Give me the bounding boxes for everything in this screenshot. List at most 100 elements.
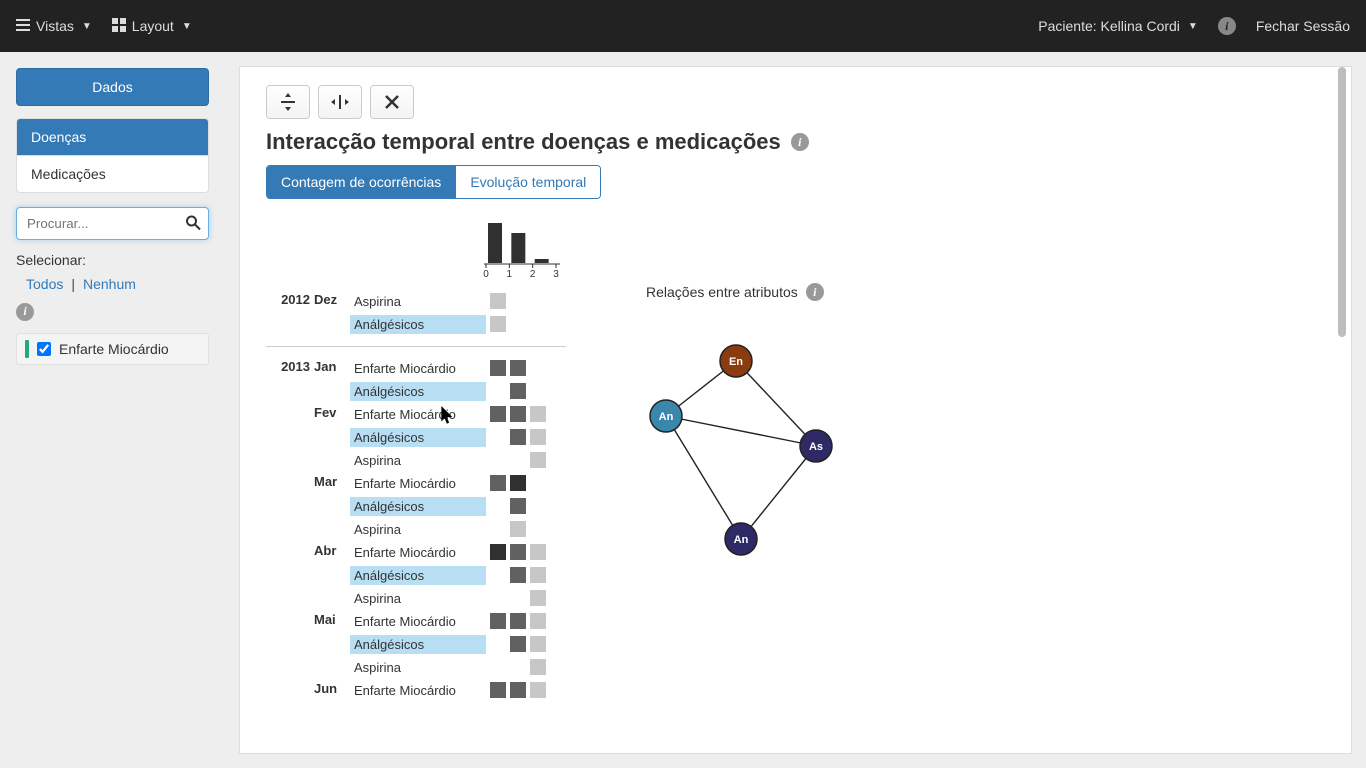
tab-contagem[interactable]: Contagem de ocorrências <box>267 166 455 198</box>
entry-box <box>510 613 526 629</box>
timeline-entry[interactable]: Análgésicos <box>350 426 566 448</box>
entry-box-empty <box>490 567 506 583</box>
nav-patient-label: Paciente: Kellina Cordi <box>1038 18 1180 34</box>
month-row: FevEnfarte MiocárdioAnálgésicosAspirina <box>266 403 566 472</box>
network-node-label: An <box>659 411 674 423</box>
entry-boxes <box>490 498 526 514</box>
panel: Interacção temporal entre doenças e medi… <box>239 66 1352 754</box>
entries: Enfarte MiocárdioAnálgésicosAspirina <box>350 541 566 610</box>
entry-box-empty <box>490 383 506 399</box>
entry-label: Enfarte Miocárdio <box>350 474 486 493</box>
entry-box <box>510 636 526 652</box>
timeline-entry[interactable]: Enfarte Miocárdio <box>350 541 566 563</box>
info-icon[interactable]: i <box>16 303 34 321</box>
entry-box <box>530 590 546 606</box>
panel-inner: Interacção temporal entre doenças e medi… <box>240 67 1351 753</box>
timeline-entry[interactable]: Aspirina <box>350 290 566 312</box>
month-row: MarEnfarte MiocárdioAnálgésicosAspirina <box>266 472 566 541</box>
entry-boxes <box>490 636 546 652</box>
timeline-entry[interactable]: Enfarte Miocárdio <box>350 472 566 494</box>
scrollbar-thumb[interactable] <box>1338 67 1346 337</box>
timeline-entry[interactable]: Análgésicos <box>350 313 566 335</box>
select-all-link[interactable]: Todos <box>26 276 63 292</box>
move-horizontal-button[interactable] <box>318 85 362 119</box>
entry-box <box>490 682 506 698</box>
entry-boxes <box>490 383 526 399</box>
entry-boxes <box>490 521 526 537</box>
scrollbar[interactable] <box>1337 67 1347 749</box>
content-row: 0123 2012DezAspirinaAnálgésicos2013JanEn… <box>266 209 1325 702</box>
year-cell <box>266 472 310 541</box>
timeline-entry[interactable]: Análgésicos <box>350 564 566 586</box>
entry-box <box>530 452 546 468</box>
month-cell: Fev <box>310 403 350 472</box>
sidebar-tab-medicacoes[interactable]: Medicações <box>17 155 208 192</box>
svg-text:3: 3 <box>553 269 559 279</box>
search-input[interactable] <box>16 207 209 240</box>
filter-accent <box>25 340 29 358</box>
info-icon[interactable]: i <box>1218 17 1236 35</box>
sidebar-tab-doencas[interactable]: Doenças <box>17 119 208 155</box>
filter-item[interactable]: Enfarte Miocárdio <box>16 333 209 365</box>
tab-evolucao-label: Evolução temporal <box>470 174 586 190</box>
entry-boxes <box>490 613 546 629</box>
timeline-entry[interactable]: Enfarte Miocárdio <box>350 679 566 701</box>
move-vertical-button[interactable] <box>266 85 310 119</box>
entries: AspirinaAnálgésicos <box>350 290 566 336</box>
timeline-entry[interactable]: Enfarte Miocárdio <box>350 403 566 425</box>
timeline-entry[interactable]: Enfarte Miocárdio <box>350 610 566 632</box>
entry-label: Enfarte Miocárdio <box>350 681 486 700</box>
relations-title-text: Relações entre atributos <box>646 284 798 300</box>
sidebar-tabs: Doenças Medicações <box>16 118 209 193</box>
timeline-entry[interactable]: Aspirina <box>350 587 566 609</box>
entry-box-empty <box>490 429 506 445</box>
nav-logout[interactable]: Fechar Sessão <box>1256 18 1350 34</box>
entry-box <box>510 682 526 698</box>
timeline-entry[interactable]: Análgésicos <box>350 495 566 517</box>
year-cell <box>266 679 310 702</box>
caret-down-icon: ▼ <box>1188 21 1198 32</box>
timeline-entry[interactable]: Aspirina <box>350 656 566 678</box>
timeline-entry[interactable]: Análgésicos <box>350 380 566 402</box>
filter-checkbox[interactable] <box>37 342 51 356</box>
entry-label: Aspirina <box>350 658 486 677</box>
info-icon[interactable]: i <box>806 283 824 301</box>
timeline-entry[interactable]: Análgésicos <box>350 633 566 655</box>
panel-title: Interacção temporal entre doenças e medi… <box>266 129 1325 155</box>
navbar-right: Paciente: Kellina Cordi ▼ i Fechar Sessã… <box>1038 17 1350 35</box>
network-node-label: En <box>729 356 743 368</box>
entry-boxes <box>490 659 546 675</box>
network-node-label: As <box>809 441 823 453</box>
mini-barchart: 0123 <box>482 209 562 279</box>
nav-layout[interactable]: Layout ▼ <box>112 18 192 35</box>
network-graph[interactable]: EnAnAsAn <box>606 321 866 621</box>
search-icon[interactable] <box>185 214 201 233</box>
select-none-link[interactable]: Nenhum <box>83 276 136 292</box>
nav-patient[interactable]: Paciente: Kellina Cordi ▼ <box>1038 18 1198 34</box>
info-icon[interactable]: i <box>791 133 809 151</box>
month-row: AbrEnfarte MiocárdioAnálgésicosAspirina <box>266 541 566 610</box>
svg-text:0: 0 <box>483 269 489 279</box>
select-label: Selecionar: <box>16 252 209 268</box>
nav-vistas-label: Vistas <box>36 18 74 34</box>
month-row: 2012DezAspirinaAnálgésicos <box>266 290 566 336</box>
tab-evolucao[interactable]: Evolução temporal <box>455 166 600 198</box>
dados-button[interactable]: Dados <box>16 68 209 106</box>
timeline: 2012DezAspirinaAnálgésicos2013JanEnfarte… <box>266 290 566 702</box>
year-cell: 2012 <box>266 290 310 336</box>
entries: Enfarte Miocárdio <box>350 679 566 702</box>
entry-boxes <box>490 316 506 332</box>
nav-vistas[interactable]: Vistas ▼ <box>16 18 92 35</box>
timeline-entry[interactable]: Aspirina <box>350 518 566 540</box>
year-cell <box>266 403 310 472</box>
timeline-entry[interactable]: Enfarte Miocárdio <box>350 357 566 379</box>
pipe-divider: | <box>71 276 75 292</box>
entry-box-empty <box>510 659 526 675</box>
entry-box-empty <box>490 659 506 675</box>
sidebar-tab-medicacoes-label: Medicações <box>31 166 106 182</box>
entry-label: Análgésicos <box>350 635 486 654</box>
close-button[interactable] <box>370 85 414 119</box>
entry-boxes <box>490 429 546 445</box>
timeline-entry[interactable]: Aspirina <box>350 449 566 471</box>
entries: Enfarte MiocárdioAnálgésicos <box>350 357 566 403</box>
